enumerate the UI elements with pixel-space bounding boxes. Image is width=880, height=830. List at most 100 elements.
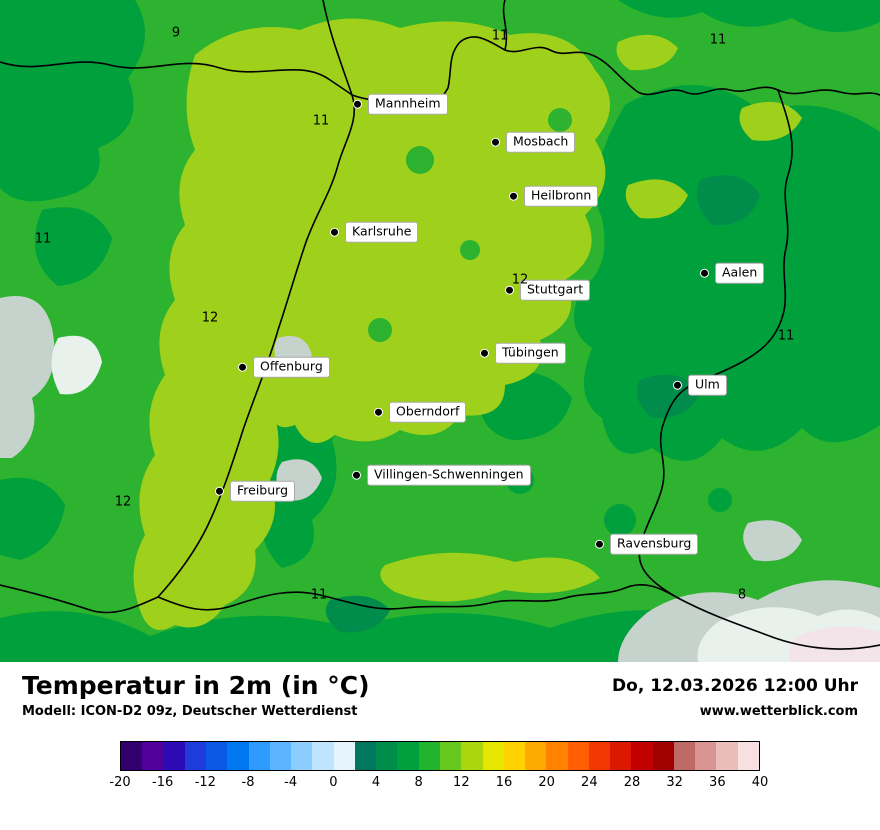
website-label: www.wetterblick.com	[699, 703, 858, 719]
terrain-warm-lake	[380, 552, 600, 602]
terrain-dark-topleft	[0, 0, 145, 202]
city-marker-heilbronn: Heilbronn	[509, 185, 599, 207]
colorbar-gradient	[120, 740, 760, 771]
border-south	[157, 583, 679, 611]
city-dot	[505, 285, 514, 295]
city-label: Freiburg	[230, 480, 296, 502]
colorbar-segment	[503, 741, 526, 770]
colorbar-segment	[567, 741, 589, 770]
border-east	[638, 89, 793, 599]
city-label: Stuttgart	[520, 279, 591, 301]
model-info: Modell: ICON-D2 09z, Deutscher Wetterdie…	[22, 703, 358, 719]
colorbar-segment	[439, 741, 462, 770]
city-marker-mosbach: Mosbach	[491, 131, 576, 153]
border-southwest	[0, 584, 159, 614]
terrain-dark-topright-band	[618, 0, 880, 33]
colorbar-tick-label: -8	[241, 774, 255, 790]
colorbar-segment	[163, 741, 185, 770]
border-north-west	[0, 61, 353, 96]
colorbar-segment	[737, 741, 759, 770]
terrain-dark-spot	[406, 146, 434, 174]
temperature-value: 8	[737, 587, 747, 603]
city-label: Ulm	[688, 374, 727, 396]
border-southeast	[677, 597, 880, 650]
colorbar-segment	[333, 741, 355, 770]
city-dot	[353, 99, 362, 109]
city-dot	[480, 348, 489, 358]
temperature-value: 12	[511, 272, 529, 288]
terrain-warm-patch	[739, 101, 802, 141]
terrain-warm-patch	[616, 34, 678, 71]
terrain-pale-vosges	[51, 335, 102, 395]
terrain-dark-spot	[604, 504, 636, 536]
colorbar-segment	[269, 741, 292, 770]
colorbar-tick-label: 12	[453, 774, 470, 790]
colorbar-segment	[461, 741, 483, 770]
colorbar-segment	[482, 741, 504, 770]
city-marker-freiburg: Freiburg	[215, 480, 296, 502]
colorbar-segment	[673, 741, 696, 770]
terrain-dark-spot	[368, 318, 392, 342]
city-label: Ravensburg	[610, 533, 699, 555]
city-dot	[238, 362, 247, 372]
city-label: Mannheim	[368, 93, 448, 115]
page-title: Temperatur in 2m (in °C)	[22, 671, 370, 700]
city-label: Oberndorf	[389, 401, 467, 423]
colorbar-tick-label: 40	[751, 774, 769, 790]
temperature-value: 11	[491, 28, 509, 44]
colorbar-segment	[376, 741, 398, 770]
terrain-dark-westlow	[0, 477, 65, 560]
terrain-deep-spot	[325, 595, 390, 633]
colorbar-segment	[121, 741, 143, 770]
city-label: Offenburg	[253, 356, 330, 378]
colorbar-segment	[312, 741, 334, 770]
city-marker-villingen-schwenningen: Villingen-Schwenningen	[352, 464, 531, 486]
colorbar-tick-label: -16	[152, 774, 174, 790]
colorbar-segment	[588, 741, 611, 770]
city-marker-t-bingen: Tübingen	[480, 342, 566, 364]
city-dot	[509, 191, 518, 201]
city-marker-offenburg: Offenburg	[238, 356, 330, 378]
colorbar: -20 -16 -12 -8 -4 0 4 8 12 16 20 24 28 32 36 40	[109, 740, 768, 795]
colorbar-segment	[227, 741, 249, 770]
terrain-dark-spot	[548, 108, 572, 132]
colorbar-tick-label: 28	[623, 774, 641, 790]
colorbar-tick-label: 8	[414, 774, 423, 790]
city-dot	[374, 407, 383, 417]
temperature-value: 11	[709, 32, 727, 48]
colorbar-segment	[418, 741, 440, 770]
colorbar-tick-label: 24	[581, 774, 598, 790]
temperature-value: 11	[777, 328, 795, 344]
temp-layer: 9 11 11 11 11 12 12 11 12 11 8	[34, 26, 795, 603]
colorbar-tick-label: -12	[194, 774, 216, 790]
temperature-value: 11	[34, 231, 52, 247]
border-north-stub	[502, 0, 508, 51]
weather-map: Mannheim Mosbach Heilbronn Karlsruhe Stuttga…	[0, 0, 880, 662]
colorbar-segment	[142, 741, 164, 770]
city-marker-ulm: Ulm	[673, 374, 727, 396]
city-label: Tübingen	[495, 342, 566, 364]
colorbar-tick-label: 36	[709, 774, 726, 790]
terrain-pale-alps-pink	[789, 626, 880, 662]
colorbar-segment	[206, 741, 228, 770]
city-marker-aalen: Aalen	[700, 262, 765, 284]
colorbar-segment	[631, 741, 653, 770]
temperature-value: 11	[310, 587, 328, 603]
colorbar-segment	[525, 741, 547, 770]
city-dot	[673, 380, 682, 390]
terrain-pale-west	[0, 296, 55, 458]
colorbar-segment	[354, 741, 377, 770]
city-marker-karlsruhe: Karlsruhe	[330, 221, 419, 243]
city-marker-oberndorf: Oberndorf	[374, 401, 467, 423]
colorbar-tick-label: 16	[495, 774, 513, 790]
city-layer: Mannheim Mosbach Heilbronn Karlsruhe Stuttga…	[215, 93, 765, 555]
city-dot	[215, 486, 224, 496]
colorbar-tick-label: -4	[284, 774, 298, 790]
colorbar-tick-label: 4	[371, 774, 381, 790]
colorbar-tick-label: 32	[666, 774, 683, 790]
terrain-pale-allgaeu	[743, 520, 802, 562]
city-marker-stuttgart: Stuttgart	[505, 279, 591, 301]
colorbar-segment	[652, 741, 674, 770]
colorbar-segment	[248, 741, 270, 770]
